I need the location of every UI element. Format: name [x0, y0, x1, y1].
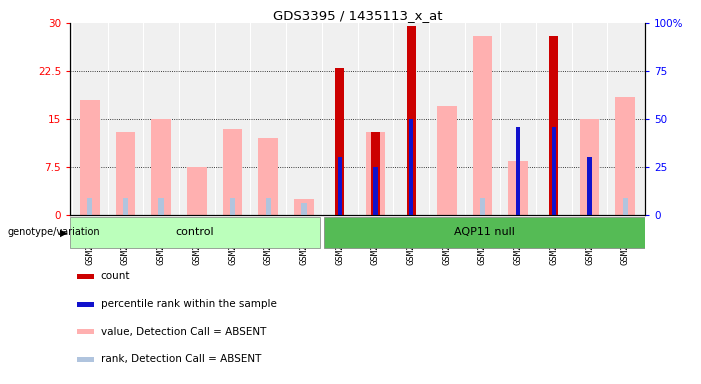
Bar	[294, 199, 314, 215]
Text: control: control	[176, 227, 215, 237]
Bar	[87, 198, 93, 215]
Bar	[337, 157, 342, 215]
Bar	[508, 161, 528, 215]
Bar	[472, 36, 492, 215]
Bar	[409, 119, 413, 215]
Bar	[373, 167, 378, 215]
Bar	[551, 189, 557, 215]
Bar	[587, 157, 592, 215]
Title: GDS3395 / 1435113_x_at: GDS3395 / 1435113_x_at	[273, 9, 442, 22]
Bar	[580, 119, 599, 215]
Bar	[622, 198, 628, 215]
Bar	[324, 217, 645, 248]
Text: count: count	[101, 271, 130, 281]
Bar	[335, 68, 344, 215]
Text: ▶: ▶	[60, 227, 67, 237]
Bar	[371, 132, 380, 215]
Text: value, Detection Call = ABSENT: value, Detection Call = ABSENT	[101, 327, 266, 337]
Bar	[151, 119, 171, 215]
Bar	[550, 36, 558, 215]
Bar	[587, 198, 592, 215]
Text: genotype/variation: genotype/variation	[7, 227, 100, 237]
Bar	[223, 129, 243, 215]
Bar	[409, 198, 414, 215]
Bar	[365, 132, 385, 215]
Bar	[552, 127, 556, 215]
Bar	[70, 217, 320, 248]
Bar	[187, 167, 207, 215]
Bar	[615, 97, 635, 215]
Bar	[80, 100, 100, 215]
Bar	[516, 127, 520, 215]
Bar	[230, 198, 236, 215]
Text: percentile rank within the sample: percentile rank within the sample	[101, 299, 277, 309]
Text: rank, Detection Call = ABSENT: rank, Detection Call = ABSENT	[101, 354, 261, 364]
Bar	[259, 138, 278, 215]
Bar	[116, 132, 135, 215]
Bar	[407, 26, 416, 215]
Bar	[301, 203, 306, 215]
Bar	[123, 198, 128, 215]
Bar	[479, 198, 485, 215]
Bar	[266, 198, 271, 215]
Text: AQP11 null: AQP11 null	[454, 227, 515, 237]
Bar	[437, 106, 456, 215]
Bar	[158, 198, 164, 215]
